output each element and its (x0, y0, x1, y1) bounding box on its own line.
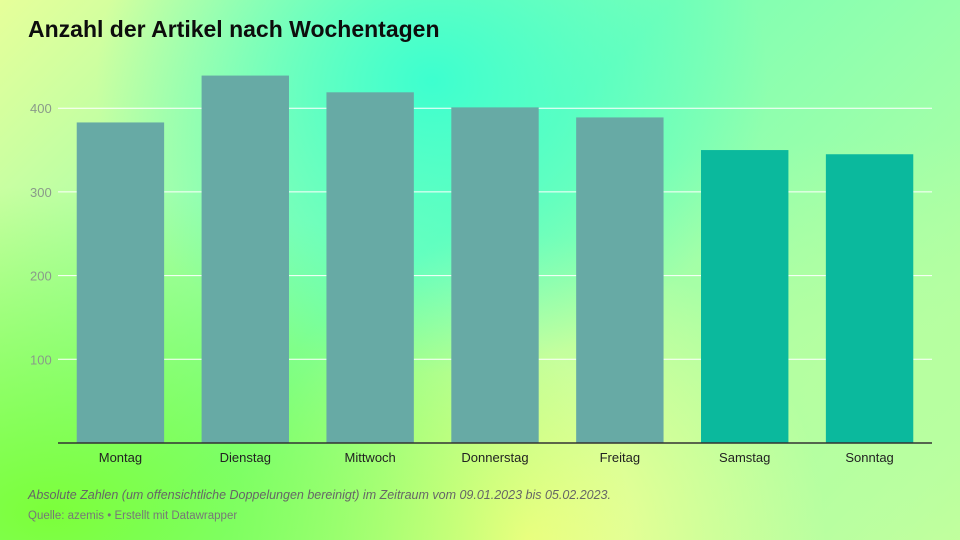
x-tick-label-samstag: Samstag (719, 450, 770, 465)
bar-dienstag (201, 75, 289, 444)
y-tick-label-300: 300 (30, 185, 52, 200)
x-tick-label-sonntag: Sonntag (845, 450, 893, 465)
bar-donnerstag (451, 107, 539, 443)
bar-freitag (576, 117, 664, 443)
chart-source: Quelle: azemis • Erstellt mit Datawrappe… (28, 510, 238, 522)
y-tick-label-100: 100 (30, 352, 52, 367)
bar-mittwoch (326, 92, 414, 443)
bar-montag (76, 122, 165, 444)
x-tick-label-dienstag: Dienstag (220, 450, 271, 465)
chart-title: Anzahl der Artikel nach Wochentagen (28, 16, 440, 42)
y-tick-label-400: 400 (30, 101, 52, 116)
chart-note: Absolute Zahlen (um offensichtliche Dopp… (28, 488, 611, 502)
x-tick-label-mittwoch: Mittwoch (344, 450, 395, 465)
x-tick-label-montag: Montag (99, 450, 142, 465)
x-tick-label-donnerstag: Donnerstag (461, 450, 528, 465)
bar-samstag (701, 150, 789, 443)
bars (76, 75, 914, 444)
bar-sonntag (825, 154, 914, 443)
y-tick-label-200: 200 (30, 269, 52, 284)
axes: Montag Dienstag Mittwoch Donnerstag Freitag S… (58, 442, 932, 465)
x-tick-label-freitag: Freitag (600, 450, 640, 465)
